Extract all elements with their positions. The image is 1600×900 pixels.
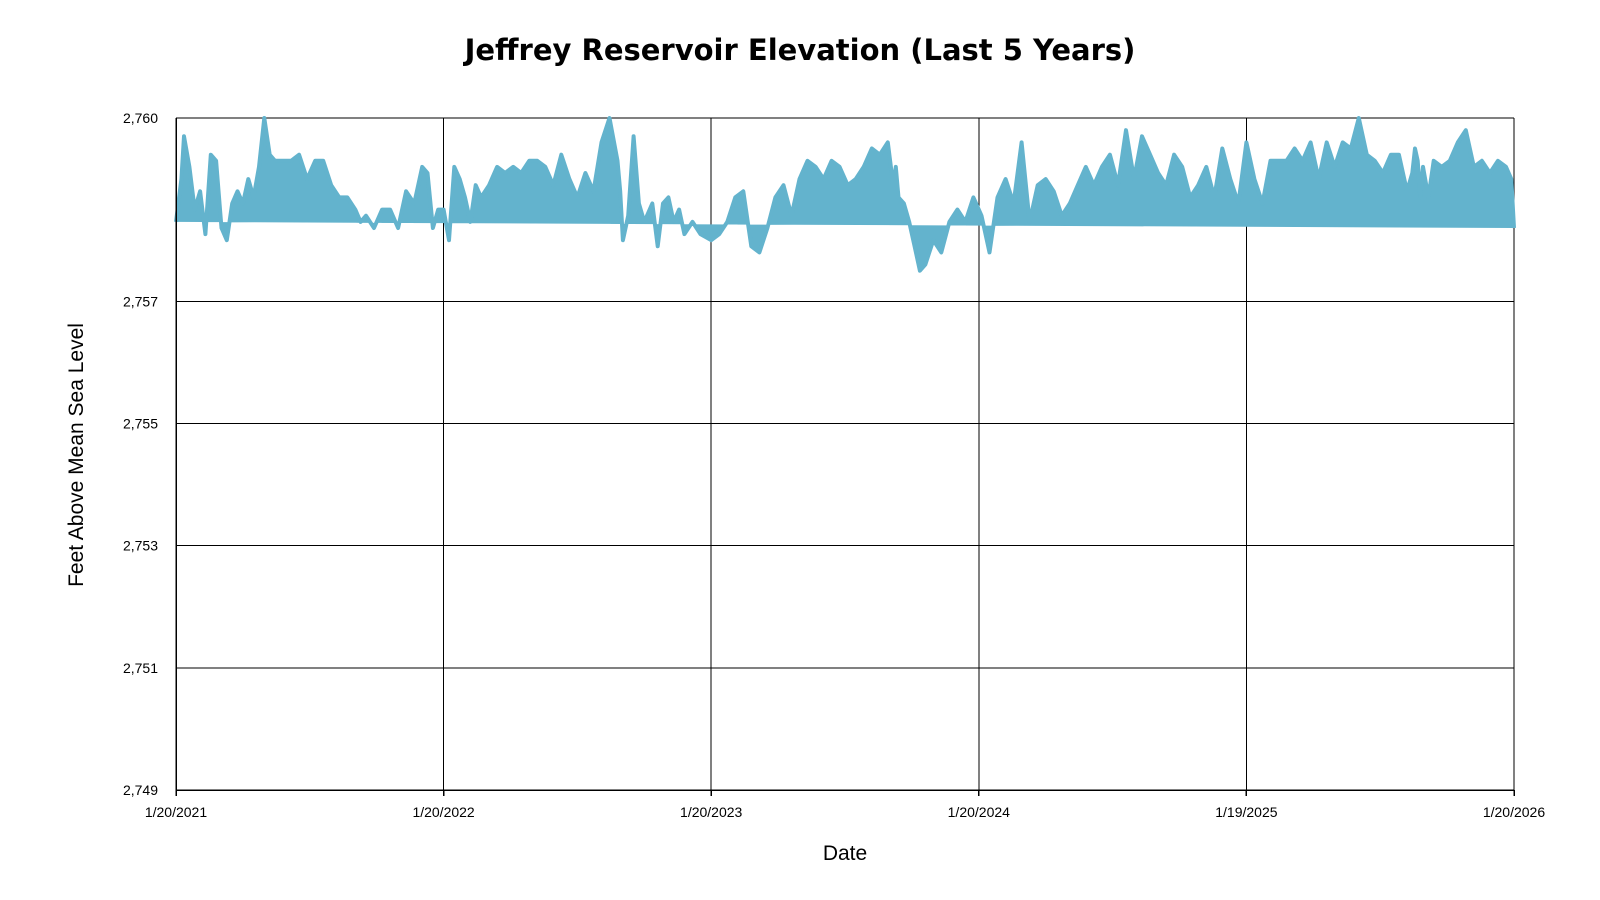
x-axis-title: Date [823, 842, 867, 865]
chart-title: Jeffrey Reservoir Elevation (Last 5 Year… [463, 33, 1136, 67]
y-tick-label: 2,755 [123, 415, 158, 431]
x-tick-label: 1/19/2025 [1215, 804, 1277, 820]
x-tick-label: 1/20/2022 [412, 804, 474, 820]
y-tick-label: 2,753 [123, 538, 158, 554]
y-tick-label: 2,749 [123, 782, 158, 798]
x-tick-label: 1/20/2024 [948, 804, 1010, 820]
x-tick-label: 1/20/2023 [680, 804, 742, 820]
y-tick-label: 2,751 [123, 660, 158, 676]
series-elevation-area [174, 116, 1516, 273]
x-tick-label: 1/20/2021 [145, 804, 207, 820]
y-tick-label: 2,757 [123, 293, 158, 309]
x-tick-label: 1/20/2026 [1483, 804, 1545, 820]
axis-layer: 2,749 2,751 2,753 2,755 2,757 2,760 1/20/2021 1… [123, 110, 1545, 820]
y-axis-title: Feet Above Mean Sea Level [65, 323, 88, 587]
series-layer [174, 116, 1516, 273]
y-tick-label: 2,760 [123, 110, 158, 126]
